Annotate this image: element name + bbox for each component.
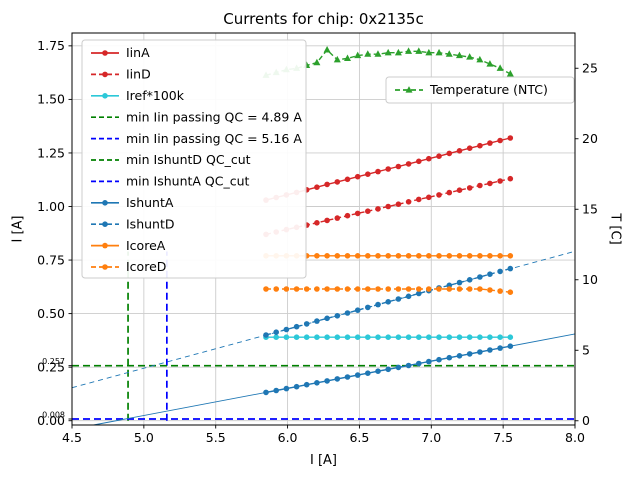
- y-axis-left-label: I [A]: [10, 215, 26, 243]
- legend-main: IinA IinD Iref*100k min Iin passing QC = 4.…: [81, 39, 307, 279]
- series-ishunta: [263, 343, 514, 396]
- y-axis-left-ticks: 0.00 0.25 0.50 0.75 1.00 1.25 1.50 1.75 0.257 0.0…: [37, 38, 72, 428]
- legend-label-min-ishuntd-qc-cut: min IshuntD QC_cut: [126, 152, 251, 167]
- legend-label-temperature-ntc: Temperature (NTC): [429, 82, 548, 97]
- x-axis-label: I [A]: [309, 453, 337, 468]
- svg-text:7.0: 7.0: [421, 430, 441, 445]
- legend-label-icorea: IcoreA: [126, 238, 166, 253]
- svg-text:5.5: 5.5: [206, 430, 226, 445]
- svg-text:5.0: 5.0: [134, 430, 154, 445]
- legend-label-iina: IinA: [126, 45, 150, 60]
- chart-title: Currents for chip: 0x2135c: [223, 10, 424, 28]
- svg-text:1.00: 1.00: [37, 199, 65, 214]
- legend-label-min-ishunta-qc-cut: min IshuntA QC_cut: [126, 174, 250, 189]
- svg-text:8.0: 8.0: [565, 430, 585, 445]
- legend-label-iref-100k: Iref*100k: [126, 88, 185, 103]
- x-axis-ticks: 4.5 5.0 5.5 6.0 6.5 7.0 7.5 8.0: [62, 425, 585, 445]
- svg-text:0.00: 0.00: [37, 413, 65, 428]
- svg-text:0.25: 0.25: [37, 359, 65, 374]
- svg-text:6.5: 6.5: [349, 430, 369, 445]
- svg-text:25: 25: [582, 61, 598, 76]
- legend-label-ishuntd: IshuntD: [126, 216, 175, 231]
- svg-text:10: 10: [582, 272, 598, 287]
- svg-text:1.75: 1.75: [37, 38, 65, 53]
- svg-text:7.5: 7.5: [493, 430, 513, 445]
- qc-reference-lines: [72, 251, 575, 421]
- svg-text:6.0: 6.0: [278, 430, 298, 445]
- svg-text:1.25: 1.25: [37, 145, 65, 160]
- svg-text:20: 20: [582, 131, 598, 146]
- y-axis-right-label: T [C]: [607, 213, 623, 245]
- svg-text:15: 15: [582, 202, 598, 217]
- svg-text:4.5: 4.5: [62, 430, 82, 445]
- series-icorea: [263, 253, 514, 259]
- svg-text:5: 5: [582, 343, 590, 358]
- legend-temperature: Temperature (NTC): [385, 76, 575, 104]
- legend-label-icored: IcoreD: [126, 259, 166, 274]
- svg-text:0.75: 0.75: [37, 252, 65, 267]
- legend-label-ishunta: IshuntA: [126, 195, 174, 210]
- svg-text:0.257: 0.257: [42, 357, 65, 366]
- legend-label-min-iin-passing-qc-4-89-a: min Iin passing QC = 4.89 A: [126, 109, 302, 124]
- y-axis-right-ticks: 0 5 10 15 20 25: [575, 61, 598, 428]
- series-icored: [263, 286, 514, 296]
- svg-text:1.50: 1.50: [37, 92, 65, 107]
- legend-label-iind: IinD: [126, 67, 151, 82]
- series-iref-100k: [263, 334, 514, 341]
- svg-text:0.008: 0.008: [42, 411, 65, 420]
- legend-label-min-iin-passing-qc-5-16-a: min Iin passing QC = 5.16 A: [126, 131, 302, 146]
- svg-text:0.50: 0.50: [37, 306, 65, 321]
- svg-text:0: 0: [582, 413, 590, 428]
- axes-spines: [71, 32, 576, 426]
